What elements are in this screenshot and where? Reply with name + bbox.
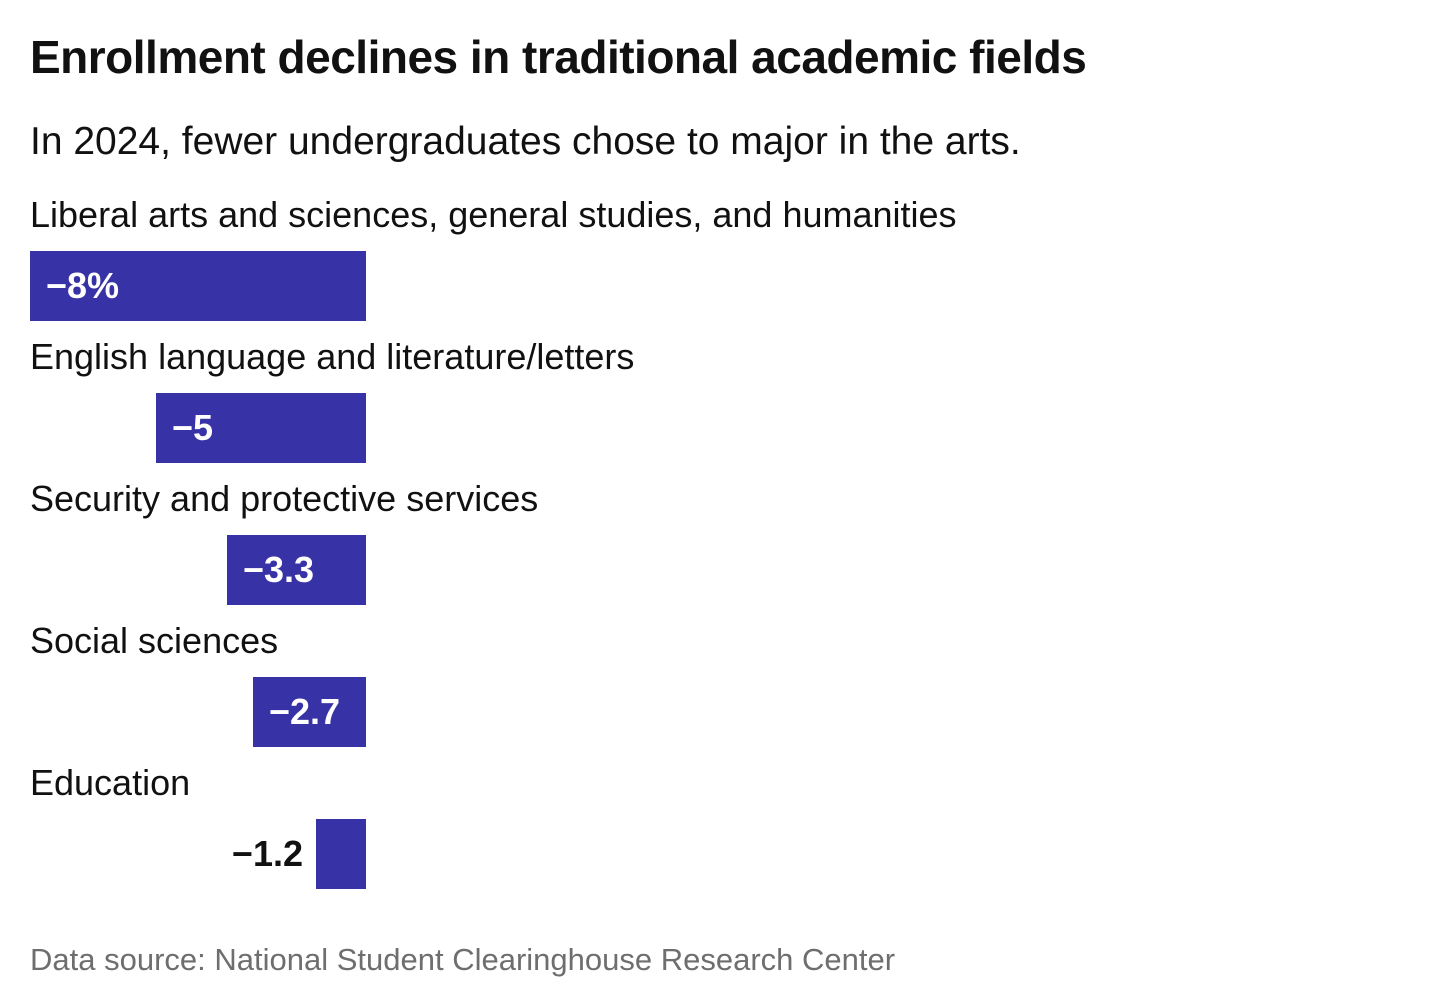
bar: −2.7 [253, 677, 366, 747]
chart-row: Liberal arts and sciences, general studi… [30, 193, 1410, 321]
bar-value-label: −3.3 [243, 549, 315, 590]
category-label: Education [30, 762, 191, 803]
bar-track: −8% [30, 251, 366, 321]
chart-title: Enrollment declines in traditional acade… [30, 31, 1087, 83]
bar-value-label: −2.7 [269, 691, 341, 732]
bar [316, 819, 366, 889]
bar: −3.3 [227, 535, 366, 605]
bar-track: −2.7 [30, 677, 366, 747]
data-source: Data source: National Student Clearingho… [30, 942, 896, 977]
chart-row: English language and literature/letters … [30, 335, 1410, 463]
bar-track: −5 [30, 393, 366, 463]
chart-row: Education −1.2 [30, 761, 1410, 889]
chart-row: Security and protective services −3.3 [30, 477, 1410, 605]
bar-chart: Liberal arts and sciences, general studi… [30, 193, 1410, 889]
category-label: Social sciences [30, 620, 279, 661]
bar: −8% [30, 251, 366, 321]
bar-value-label: −1.2 [231, 833, 303, 874]
category-label: English language and literature/letters [30, 336, 635, 377]
category-label: Liberal arts and sciences, general studi… [30, 194, 957, 235]
bar: −5 [156, 393, 366, 463]
bar-value-label: −5 [172, 407, 214, 448]
bar-track: −1.2 [30, 819, 366, 889]
chart-subtitle: In 2024, fewer undergraduates chose to m… [30, 120, 1021, 163]
bar-value-label: −8% [46, 265, 120, 306]
bar-track: −3.3 [30, 535, 366, 605]
category-label: Security and protective services [30, 478, 539, 519]
chart-row: Social sciences −2.7 [30, 619, 1410, 747]
